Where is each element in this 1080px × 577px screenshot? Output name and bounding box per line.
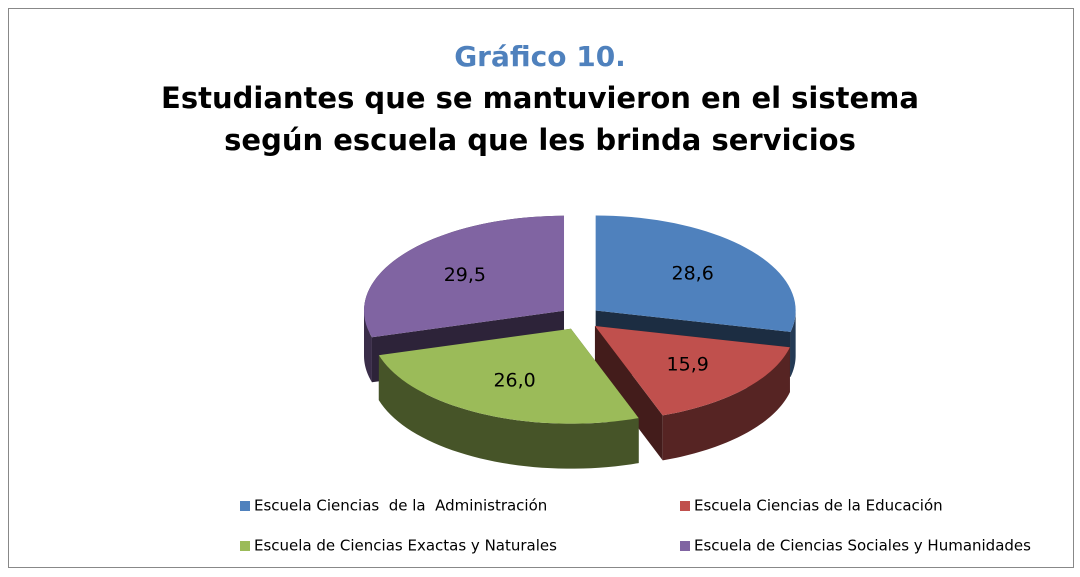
- data-label: 28,6: [672, 262, 714, 284]
- slice: [594, 325, 790, 416]
- slice-side: [594, 325, 663, 461]
- legend-swatch: [680, 541, 690, 551]
- slice-wall: [378, 355, 639, 469]
- legend-label: Escuela Ciencias de la Educación: [694, 497, 943, 515]
- data-label: 15,9: [667, 354, 709, 376]
- slice: [595, 215, 796, 332]
- slice-wall: [790, 310, 796, 377]
- data-label: 26,0: [493, 370, 535, 392]
- legend-label: Escuela Ciencias de la Administración: [254, 497, 547, 515]
- slice-wall: [662, 347, 790, 461]
- legend-label: Escuela de Ciencias Exactas y Naturales: [254, 537, 557, 555]
- chart-title: Gráfico 10.: [454, 40, 626, 73]
- data-label: 29,5: [444, 264, 486, 286]
- legend-swatch: [240, 501, 250, 511]
- slice: [364, 215, 565, 338]
- chart-frame: [8, 8, 1074, 568]
- slice: [378, 328, 639, 424]
- legend-swatch: [240, 541, 250, 551]
- chart-subtitle: Estudiantes que se mantuvieron en el sis…: [161, 81, 919, 157]
- titles: Gráfico 10. Estudiantes que se mantuvier…: [140, 40, 940, 161]
- legend-label: Escuela de Ciencias Sociales y Humanidad…: [694, 537, 1031, 555]
- legend-swatch: [680, 501, 690, 511]
